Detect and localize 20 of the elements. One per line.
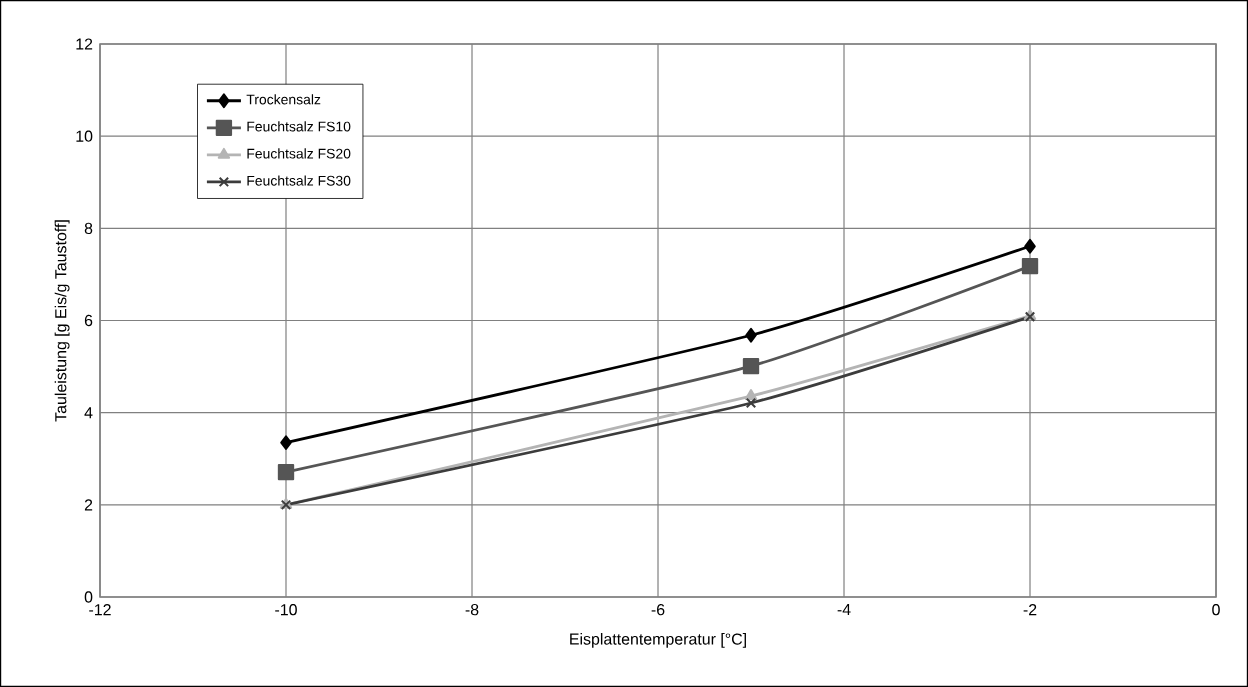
y-tick-label: 2	[84, 499, 93, 511]
legend-label: Trockensalz	[246, 94, 321, 105]
legend-label: Feuchtsalz FS20	[247, 148, 351, 159]
y-tick-label: 8	[84, 222, 93, 234]
y-tick-label: 12	[76, 38, 93, 50]
y-axis-title: Tauleistung [g Eis/g Taustoff]	[54, 220, 70, 422]
x-tick-label: -6	[651, 604, 665, 616]
x-tick-label: -12	[89, 604, 111, 616]
y-tick-label: 10	[76, 130, 93, 142]
x-tick-label: -10	[275, 604, 297, 616]
legend-label: Feuchtsalz FS10	[247, 121, 351, 132]
x-tick-label: 0	[1212, 604, 1220, 616]
x-axis-title: Eisplattentemperatur [°C]	[570, 632, 746, 648]
y-tick-label: 0	[84, 591, 93, 603]
x-tick-label: -4	[837, 604, 851, 615]
x-tick-label: -2	[1023, 604, 1037, 616]
x-tick-label: -8	[465, 604, 479, 616]
y-tick-label: 6	[84, 314, 93, 327]
y-tick-label: 4	[84, 407, 93, 419]
legend-label: Feuchtsalz FS30	[247, 175, 351, 186]
